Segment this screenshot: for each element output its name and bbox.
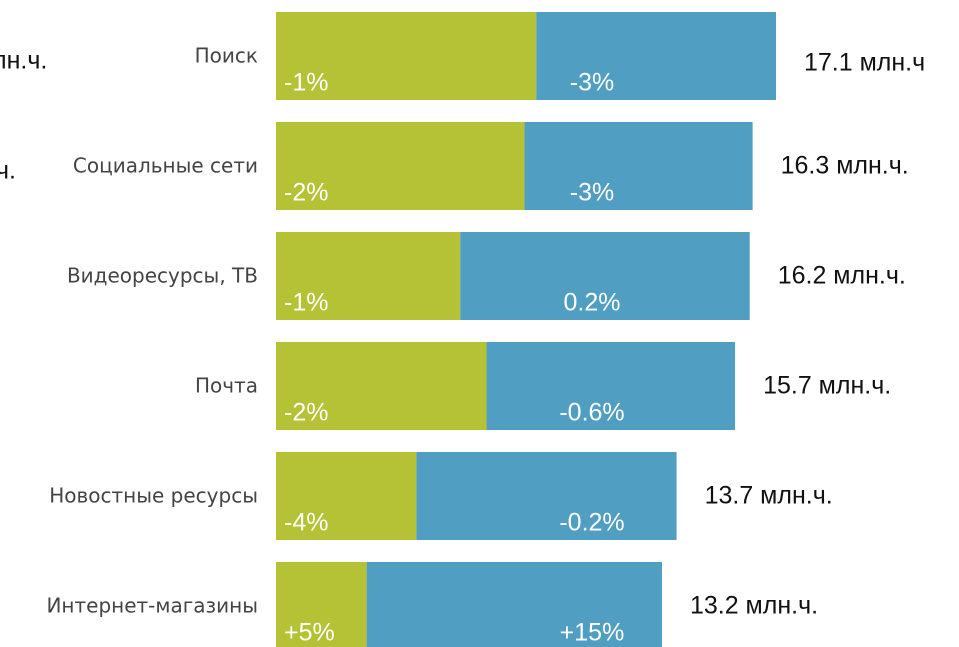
bar-segment [276, 342, 487, 430]
category-label: Видеоресурсы, ТВ [67, 264, 258, 288]
bar-segment [276, 562, 367, 647]
clipped-label: лн.ч. [0, 47, 47, 75]
category-label: Почта [195, 374, 258, 398]
bar-segment [276, 122, 525, 210]
bar-segment [276, 232, 461, 320]
category-label: Поиск [195, 44, 258, 68]
category-label: Новостные ресурсы [49, 484, 258, 508]
change-label: -4% [284, 509, 328, 537]
bar-segment [366, 562, 662, 647]
bar-segment [416, 452, 677, 540]
change-label: -2% [284, 399, 328, 427]
change-label: -1% [284, 289, 328, 317]
bar-segment [524, 122, 753, 210]
change-label: -0.6% [559, 399, 624, 427]
category-label: Интернет-магазины [46, 594, 258, 618]
change-label: -0.2% [559, 509, 624, 537]
bar-segment [536, 12, 777, 100]
bar-segment [460, 232, 750, 320]
total-label: 17.1 млн.ч [804, 49, 925, 77]
change-label: -3% [570, 69, 614, 97]
total-label: 13.7 млн.ч. [705, 482, 833, 510]
total-label: 15.7 млн.ч. [763, 372, 891, 400]
total-label: 16.2 млн.ч. [778, 262, 906, 290]
change-label: +5% [284, 619, 335, 647]
bar-segment [276, 452, 417, 540]
bar-segment [276, 12, 537, 100]
category-label: Социальные сети [73, 154, 258, 178]
total-label: 16.3 млн.ч. [781, 152, 909, 180]
total-label: 13.2 млн.ч. [690, 592, 818, 620]
bar-segment [486, 342, 736, 430]
change-label: -2% [284, 179, 328, 207]
change-label: 0.2% [564, 289, 621, 317]
clipped-label: ч. [0, 157, 16, 185]
change-label: +15% [560, 619, 625, 647]
change-label: -3% [570, 179, 614, 207]
change-label: -1% [284, 69, 328, 97]
